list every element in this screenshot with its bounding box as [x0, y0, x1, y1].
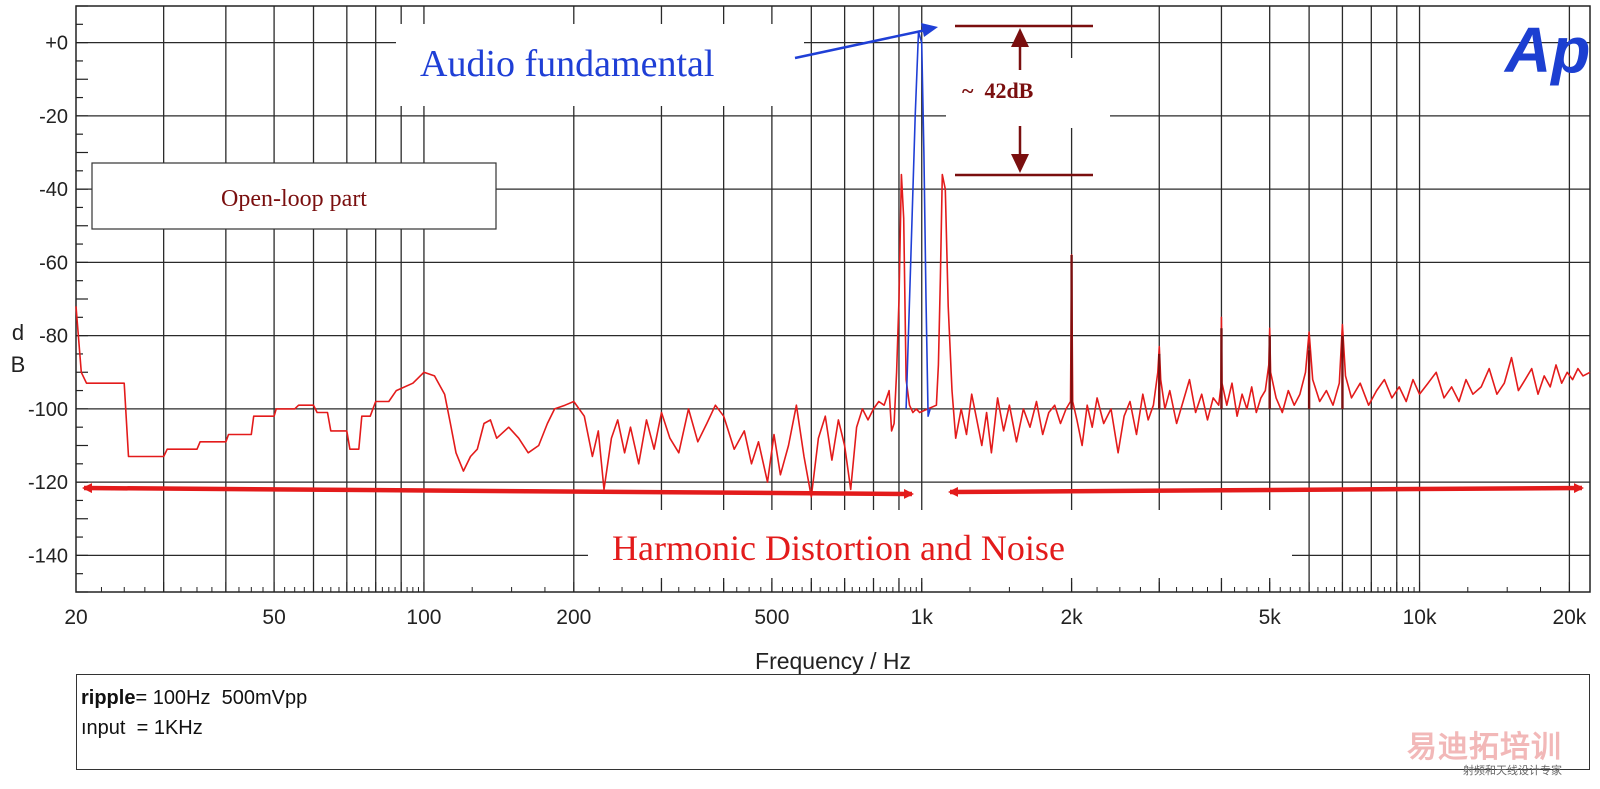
y-tick-label: -120 [28, 472, 68, 494]
y-tick-label: -20 [39, 106, 68, 128]
open-loop-box [91, 162, 497, 230]
open-loop-label: Open-loop part [221, 186, 367, 212]
level-lower-arrowhead [1011, 154, 1029, 173]
plot-frame [75, 5, 1591, 593]
y-tick-label: -100 [28, 399, 68, 421]
x-tick-label: 200 [556, 606, 591, 629]
x-tick-label: 50 [262, 606, 285, 629]
x-tick-label: 2k [1061, 606, 1084, 629]
harmonic-impulses [1070, 255, 1344, 409]
fundamental-label-box [396, 24, 804, 106]
plot-background [76, 6, 1590, 592]
legend-ripple-key: ripple [81, 687, 136, 709]
axis-ticks: 20 50 100 200 500 1k 2k 5k 10k 20k +0 -20 -40 -60 -80 -… [28, 5, 1587, 629]
level-label: ~ 42dB [962, 78, 1034, 103]
watermark-sub: 射频和天线设计专家 [1463, 764, 1562, 777]
y-tick-label: +0 [45, 33, 68, 55]
fundamental-pointer-line [794, 28, 927, 60]
level-label-box [946, 58, 1110, 128]
x-tick-label: 100 [406, 606, 441, 629]
watermark: 易迪拓培训 射频和天线设计专家 [1407, 722, 1562, 778]
series-line-1 [75, 173, 1591, 498]
legend-ripple-value: = 100Hz 500mVpp [135, 687, 308, 709]
legend-line-input: ınput = 1KHz [81, 717, 203, 739]
fundamental-label: Audio fundamental [420, 43, 714, 85]
y-axis-label-d: d [12, 320, 24, 345]
x-axis-label: Frequency / Hz [755, 648, 911, 674]
fundamental-pointer-arrowhead [921, 23, 938, 37]
y-tick-label: -60 [39, 252, 68, 274]
series-layer [75, 30, 1591, 498]
x-tick-label: 1k [911, 606, 934, 629]
distortion-left-arrow [82, 483, 914, 499]
y-tick-label: -80 [39, 326, 68, 348]
y-axis-label-b: B [11, 352, 26, 377]
series-line-2 [905, 30, 931, 418]
legend-box: ripple= 100Hz 500mVpp ınput = 1KHz [76, 674, 1590, 770]
x-tick-label: 20 [64, 606, 87, 629]
x-tick-label: 20k [1552, 606, 1586, 629]
level-upper-arrowhead [1011, 28, 1029, 47]
distortion-label: Harmonic Distortion and Noise [612, 528, 1065, 568]
legend-line-ripple: ripple= 100Hz 500mVpp [81, 687, 307, 710]
x-tick-label: 10k [1403, 606, 1437, 629]
ap-logo: Ap [1503, 14, 1590, 86]
watermark-main: 易迪拓培训 [1407, 730, 1562, 765]
distortion-label-box [588, 510, 1292, 578]
y-tick-label: -140 [28, 545, 68, 567]
distortion-right-arrow [948, 483, 1584, 497]
y-tick-label: -40 [39, 179, 68, 201]
x-tick-label: 5k [1259, 606, 1282, 629]
x-tick-label: 500 [754, 606, 789, 629]
